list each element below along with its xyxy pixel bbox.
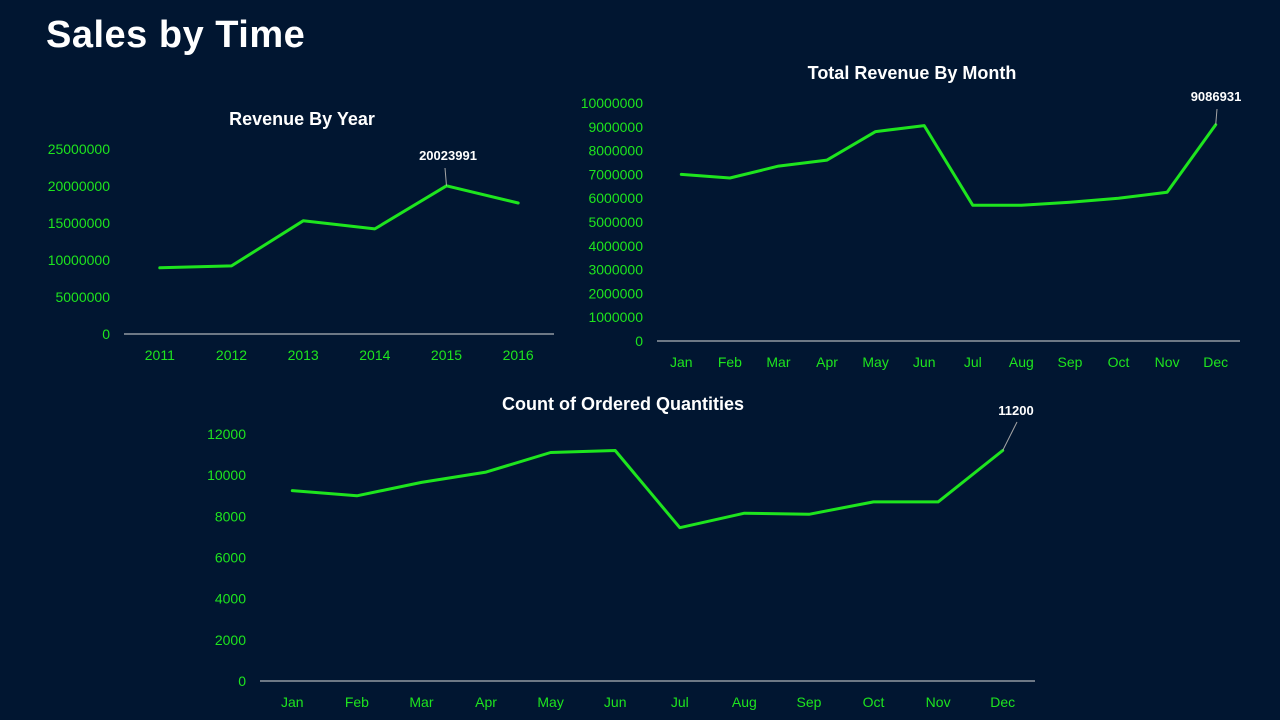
series-line-qty: [292, 451, 1002, 528]
data-label-leader-line: [1003, 422, 1017, 450]
x-tick-label: Oct: [863, 694, 885, 710]
x-tick-label: Mar: [409, 694, 433, 710]
x-tick-label: Jun: [604, 694, 627, 710]
y-tick-label: 0: [238, 673, 246, 689]
y-tick-label: 2000: [215, 632, 246, 648]
x-tick-label: Apr: [475, 694, 497, 710]
data-label: 11200: [998, 403, 1033, 418]
x-tick-label: Sep: [796, 694, 821, 710]
y-tick-label: 6000: [215, 550, 246, 566]
x-tick-label: Feb: [345, 694, 369, 710]
y-tick-label: 10000: [207, 467, 246, 483]
y-tick-label: 4000: [215, 591, 246, 607]
chart-title-qty: Count of Ordered Quantities: [502, 394, 744, 414]
x-tick-label: Jan: [281, 694, 304, 710]
x-tick-label: Dec: [990, 694, 1015, 710]
x-tick-label: Jul: [671, 694, 689, 710]
x-tick-label: Aug: [732, 694, 757, 710]
y-tick-label: 12000: [207, 426, 246, 442]
x-tick-label: May: [537, 694, 563, 710]
y-tick-label: 8000: [215, 508, 246, 524]
x-tick-label: Nov: [926, 694, 951, 710]
